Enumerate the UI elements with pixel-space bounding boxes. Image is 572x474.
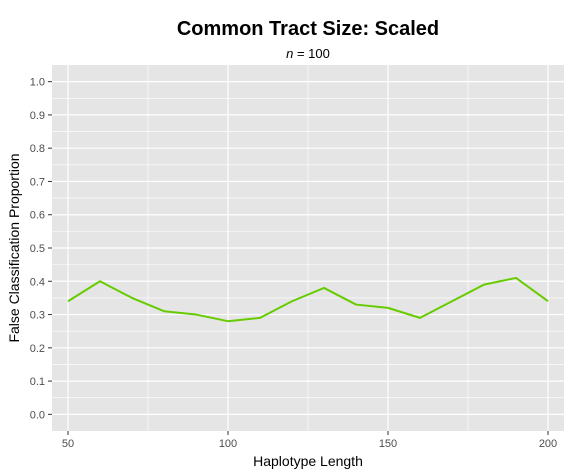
chart-title: Common Tract Size: Scaled: [177, 18, 439, 40]
subtitle-n: n: [286, 46, 293, 61]
y-tick-label: 0.5: [30, 243, 45, 255]
x-tick-label: 50: [62, 438, 74, 450]
series-layer: [67, 276, 549, 323]
y-tick-label: 0.4: [30, 276, 45, 288]
subtitle-value: = 100: [293, 46, 330, 61]
y-tick-label: 0.2: [30, 343, 45, 355]
series-line: [67, 276, 549, 323]
x-axis: 50 100 150 200: [62, 431, 557, 450]
x-tick-label: 100: [219, 438, 237, 450]
y-tick-label: 0.9: [30, 110, 45, 122]
y-tick-label: 0.6: [30, 210, 45, 222]
x-axis-title: Haplotype Length: [253, 453, 363, 469]
grid-major: [52, 65, 564, 431]
chart-subtitle: n = 100: [286, 46, 330, 61]
y-tick-label: 0.1: [30, 376, 45, 388]
y-tick-label: 1.0: [30, 77, 45, 89]
y-tick-label: 0.0: [30, 409, 45, 421]
y-tick-label: 0.8: [30, 143, 45, 155]
y-tick-label: 0.3: [30, 310, 45, 322]
y-axis-title: False Classification Proportion: [6, 153, 22, 342]
x-tick-label: 150: [379, 438, 397, 450]
x-tick-label: 200: [539, 438, 557, 450]
y-tick-label: 0.7: [30, 176, 45, 188]
y-axis: 0.0 0.1 0.2 0.3 0.4 0.5 0.6 0.7 0.8 0.9 1.0: [30, 77, 52, 421]
